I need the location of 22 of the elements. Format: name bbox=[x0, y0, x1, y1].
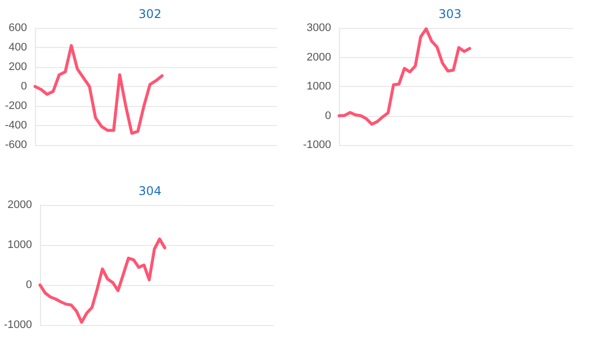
line-series bbox=[338, 27, 472, 126]
y-tick-label: 400 bbox=[8, 42, 27, 54]
y-tick-label: 200 bbox=[8, 61, 27, 73]
y-tick-label: 0 bbox=[20, 80, 27, 92]
y-tick-label: 2000 bbox=[306, 51, 332, 64]
y-tick-label: 0 bbox=[325, 110, 332, 122]
y-tick-label: 1000 bbox=[8, 239, 32, 251]
y-tick-label: 0 bbox=[26, 279, 32, 291]
chart-title: 302 bbox=[138, 7, 162, 21]
y-tick-label: 1000 bbox=[306, 80, 332, 92]
y-tick-label: -200 bbox=[4, 100, 27, 112]
line-series bbox=[38, 238, 166, 324]
y-tick-label: -1000 bbox=[4, 319, 32, 331]
y-tick-label: -600 bbox=[4, 139, 27, 151]
chart-title: 303 bbox=[438, 7, 462, 21]
y-tick-label: -1000 bbox=[302, 139, 332, 151]
y-tick-label: 2000 bbox=[8, 199, 32, 211]
line-series bbox=[34, 44, 164, 135]
chart-title: 304 bbox=[138, 184, 162, 198]
y-tick-label: -400 bbox=[4, 120, 27, 132]
y-tick-label: 600 bbox=[8, 22, 27, 34]
y-tick-label: 3000 bbox=[306, 22, 332, 34]
